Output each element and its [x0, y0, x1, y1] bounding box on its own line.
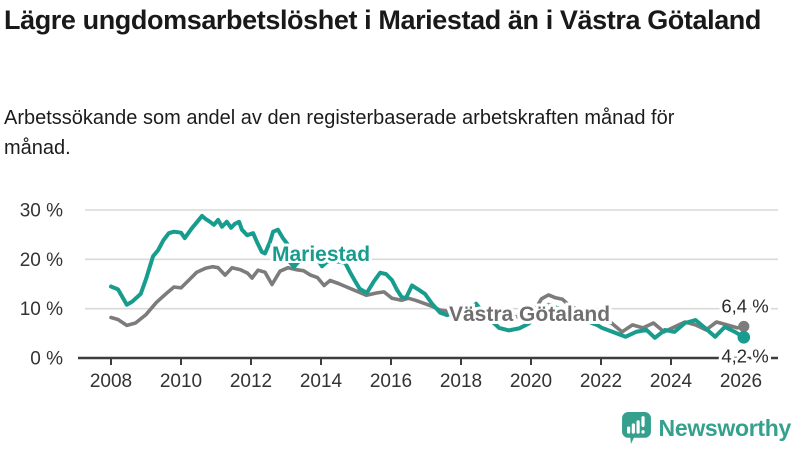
series-layer	[109, 213, 746, 340]
newsworthy-logo-icon	[621, 412, 651, 444]
series-line-vastra-gotaland	[109, 264, 746, 334]
x-axis-tick-label: 2026	[720, 371, 762, 392]
x-axis-tick-label: 2020	[510, 371, 552, 392]
chart-subtitle: Arbetssökande som andel av den registerb…	[4, 107, 675, 159]
x-axis-tick-label: 2008	[90, 371, 132, 392]
series-label-vastra-gotaland: Västra Götaland	[449, 303, 610, 326]
end-value-label-vastra-gotaland: 6,4 %	[721, 296, 768, 317]
x-axis-tick-label: 2022	[580, 371, 622, 392]
end-value-label-mariestad: 4,2 %	[721, 346, 768, 367]
newsworthy-logo-text: Newsworthy	[658, 414, 792, 441]
series-line-mariestad	[109, 213, 746, 340]
x-axis-tick-label: 2012	[230, 371, 272, 392]
y-axis-tick-label: 0 %	[30, 349, 63, 370]
x-axis-tick-label: 2018	[440, 371, 482, 392]
chart-figure: 0 % 10 % 20 % 30 % 2008 2010 2012 2014 2016 2018 2…	[0, 190, 800, 400]
y-axis-tick-label: 30 %	[20, 201, 63, 222]
x-axis-tick-label: 2010	[160, 371, 202, 392]
axis-layer: 0 % 10 % 20 % 30 % 2008 2010 2012 2014 2016 2018 2…	[20, 201, 778, 392]
end-dot-vastra-gotaland	[738, 320, 750, 333]
x-axis-tick-label: 2014	[300, 371, 343, 392]
newsworthy-logo[interactable]: Newsworthy	[621, 411, 792, 445]
x-axis-tick-label: 2024	[650, 371, 693, 392]
y-axis-tick-label: 20 %	[20, 250, 63, 271]
marker-layer	[737, 320, 751, 344]
end-dot-mariestad	[737, 330, 751, 344]
unemployment-line-chart: 0 % 10 % 20 % 30 % 2008 2010 2012 2014 2016 2018 2…	[20, 201, 778, 392]
series-label-mariestad-caret-icon	[288, 263, 300, 270]
y-axis-tick-label: 10 %	[20, 299, 63, 320]
x-axis-tick-label: 2016	[370, 371, 412, 392]
chart-title: Lägre ungdomsarbetslöshet i Mariestad än…	[4, 5, 761, 35]
series-label-mariestad: Mariestad	[272, 243, 370, 266]
grid-layer	[85, 209, 778, 310]
